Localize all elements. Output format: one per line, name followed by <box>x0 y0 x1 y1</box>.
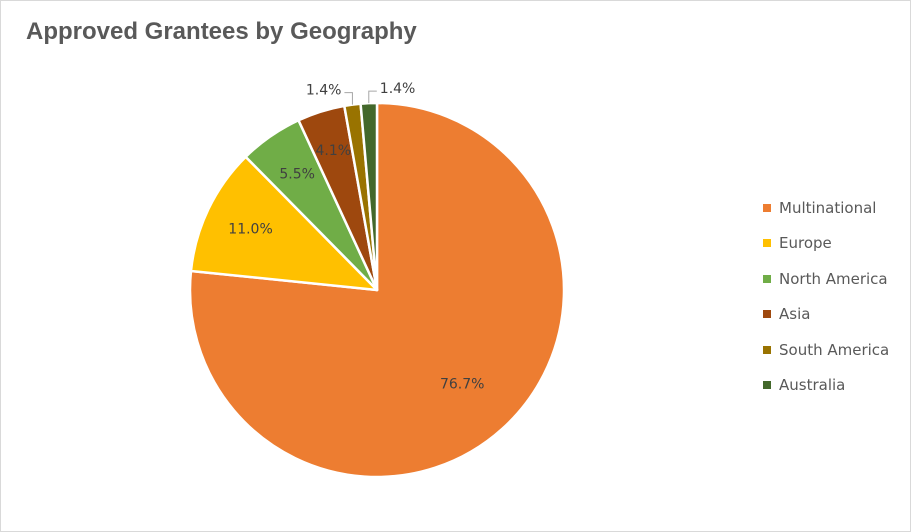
legend-item-multinational: Multinational <box>763 190 889 226</box>
data-label-multinational: 76.7% <box>440 376 484 392</box>
legend-label: Asia <box>779 305 811 324</box>
data-label-europe: 11.0% <box>228 221 272 237</box>
legend-item-north-america: North America <box>763 261 889 297</box>
legend-item-asia: Asia <box>763 297 889 333</box>
data-label-australia: 1.4% <box>380 81 416 97</box>
leader-line-australia <box>368 90 377 104</box>
legend-label: South America <box>779 340 890 359</box>
legend-swatch <box>763 310 771 319</box>
legend-item-australia: Australia <box>763 368 889 404</box>
pie-slice-europe <box>189 155 379 292</box>
legend-label: North America <box>779 269 888 288</box>
chart-title: Approved Grantees by Geography <box>26 18 417 45</box>
legend-swatch <box>763 381 771 390</box>
legend-swatch <box>763 274 771 283</box>
legend-label: Europe <box>779 234 832 253</box>
data-label-south-america: 1.4% <box>306 83 342 99</box>
data-label-asia: 4.1% <box>315 143 351 159</box>
data-label-north-america: 5.5% <box>279 167 315 183</box>
legend-item-south-america: South America <box>763 332 889 368</box>
legend-item-europe: Europe <box>763 226 889 262</box>
legend-swatch <box>763 239 771 248</box>
pie-slice-australia <box>359 101 379 292</box>
legend-swatch <box>763 203 771 212</box>
leader-line-south-america <box>344 92 353 105</box>
chart-legend: Multinational Europe North America Asia Sout… <box>763 190 889 403</box>
legend-label: Multinational <box>779 198 877 217</box>
legend-swatch <box>763 345 771 354</box>
legend-label: Australia <box>779 376 846 395</box>
